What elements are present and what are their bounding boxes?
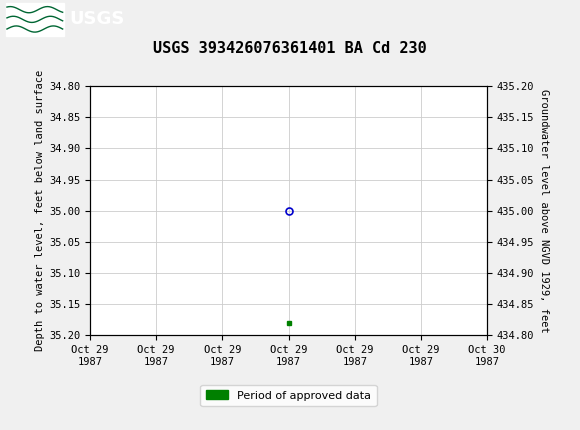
Y-axis label: Groundwater level above NGVD 1929, feet: Groundwater level above NGVD 1929, feet xyxy=(539,89,549,332)
Text: USGS: USGS xyxy=(70,10,125,28)
FancyBboxPatch shape xyxy=(6,3,64,36)
Legend: Period of approved data: Period of approved data xyxy=(201,384,376,406)
Text: USGS 393426076361401 BA Cd 230: USGS 393426076361401 BA Cd 230 xyxy=(153,41,427,56)
Y-axis label: Depth to water level, feet below land surface: Depth to water level, feet below land su… xyxy=(35,70,45,351)
